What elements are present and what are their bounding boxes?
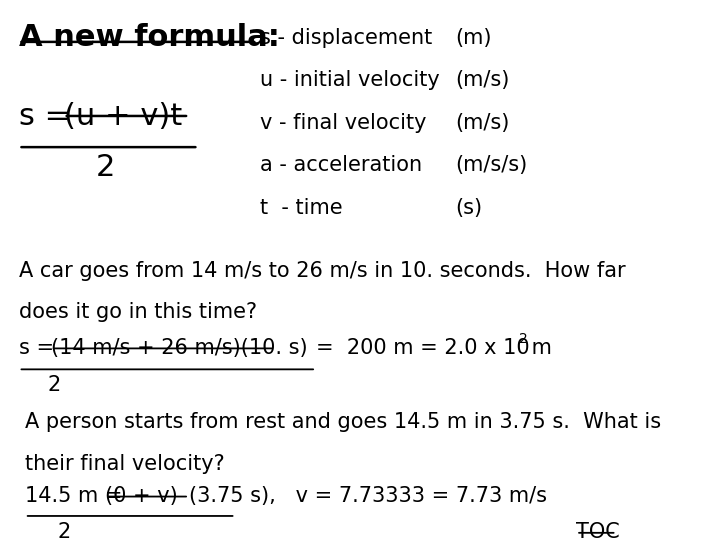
Text: 14.5 m =: 14.5 m =: [24, 487, 129, 507]
Text: TOC: TOC: [576, 522, 620, 540]
Text: A person starts from rest and goes 14.5 m in 3.75 s.  What is: A person starts from rest and goes 14.5 …: [24, 412, 661, 432]
Text: s - displacement: s - displacement: [260, 28, 433, 48]
Text: v - final velocity: v - final velocity: [260, 113, 427, 133]
Text: =  200 m = 2.0 x 10: = 200 m = 2.0 x 10: [316, 338, 530, 358]
Text: (m): (m): [455, 28, 492, 48]
Text: 2: 2: [48, 375, 61, 395]
Text: (0 + v): (0 + v): [105, 487, 178, 507]
Text: does it go in this time?: does it go in this time?: [19, 302, 257, 322]
Text: (s): (s): [455, 198, 482, 218]
Text: (m/s/s): (m/s/s): [455, 156, 528, 176]
Text: (m/s): (m/s): [455, 71, 510, 91]
Text: (3.75 s),   v = 7.73333 = 7.73 m/s: (3.75 s), v = 7.73333 = 7.73 m/s: [189, 487, 547, 507]
Text: s =: s =: [19, 102, 80, 131]
Text: their final velocity?: their final velocity?: [24, 454, 225, 474]
Text: 2: 2: [96, 153, 115, 183]
Text: a - acceleration: a - acceleration: [260, 156, 423, 176]
Text: 2: 2: [519, 332, 528, 346]
Text: t  - time: t - time: [260, 198, 343, 218]
Text: m: m: [526, 338, 552, 358]
Text: u - initial velocity: u - initial velocity: [260, 71, 440, 91]
Text: 2: 2: [58, 522, 71, 540]
Text: (14 m/s + 26 m/s)(10. s): (14 m/s + 26 m/s)(10. s): [51, 338, 307, 358]
Text: A new formula:: A new formula:: [19, 23, 279, 52]
Text: (u + v)t: (u + v)t: [64, 102, 182, 131]
Text: s =: s =: [19, 338, 60, 358]
Text: A car goes from 14 m/s to 26 m/s in 10. seconds.  How far: A car goes from 14 m/s to 26 m/s in 10. …: [19, 260, 625, 281]
Text: (m/s): (m/s): [455, 113, 510, 133]
